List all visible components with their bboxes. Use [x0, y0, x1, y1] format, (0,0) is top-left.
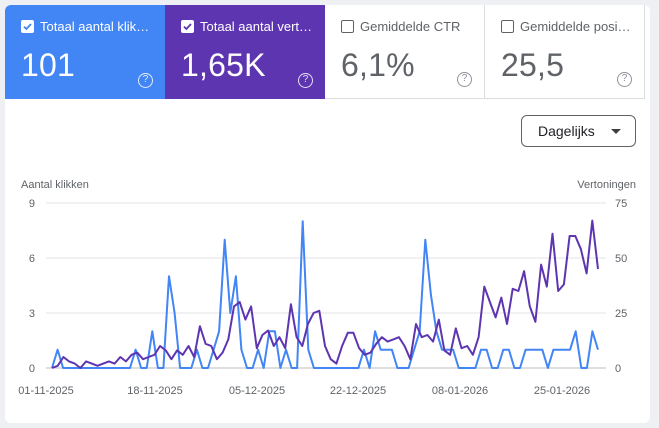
- x-tick-label: 22-12-2025: [330, 385, 386, 397]
- help-icon[interactable]: ?: [617, 72, 632, 87]
- y-left-tick-label: 3: [29, 308, 35, 320]
- metric-card-clicks[interactable]: Totaal aantal klik… 101 ?: [5, 5, 165, 99]
- metric-cards: Totaal aantal klik… 101 ? Totaal aantal …: [5, 5, 645, 99]
- metric-value: 6,1%: [341, 47, 415, 83]
- clicks-series-line: [51, 220, 599, 369]
- checkbox-checked-icon[interactable]: [181, 20, 194, 33]
- y-left-tick-label: 9: [29, 198, 35, 210]
- y-right-axis-title: Vertoningen: [577, 179, 636, 191]
- x-tick-label: 25-01-2026: [534, 385, 590, 397]
- checkbox-checked-icon[interactable]: [21, 20, 34, 33]
- y-left-tick-label: 6: [29, 253, 35, 265]
- caret-down-icon: [611, 129, 621, 134]
- performance-panel: Totaal aantal klik… 101 ? Totaal aantal …: [5, 5, 650, 423]
- metric-card-impressions[interactable]: Totaal aantal vert… 1,65K ?: [165, 5, 325, 99]
- x-tick-label: 18-11-2025: [127, 385, 182, 397]
- help-icon[interactable]: ?: [138, 73, 153, 88]
- y-right-tick-label: 0: [615, 363, 621, 375]
- help-icon[interactable]: ?: [457, 72, 472, 87]
- granularity-selected: Dagelijks: [538, 123, 595, 139]
- metric-card-header: Totaal aantal klik…: [21, 19, 159, 34]
- metric-value: 101: [21, 47, 75, 83]
- performance-chart: 0 0 3 25 6 50 9 75 01-11-2025 18-11-2025 05-12-202…: [18, 198, 627, 397]
- metric-card-header: Gemiddelde posi…: [501, 19, 639, 34]
- metric-card-position[interactable]: Gemiddelde posi… 25,5 ?: [485, 5, 645, 99]
- x-tick-label: 08-01-2026: [432, 385, 488, 397]
- granularity-dropdown[interactable]: Dagelijks: [521, 115, 636, 147]
- metric-value: 1,65K: [181, 47, 266, 83]
- metric-value: 25,5: [501, 47, 565, 83]
- checkbox-unchecked-icon[interactable]: [501, 20, 514, 33]
- x-tick-label: 05-12-2025: [229, 385, 285, 397]
- x-tick-label: 01-11-2025: [18, 385, 73, 397]
- y-left-tick-label: 0: [29, 363, 35, 375]
- metric-card-ctr[interactable]: Gemiddelde CTR 6,1% ?: [325, 5, 485, 99]
- help-icon[interactable]: ?: [298, 73, 313, 88]
- y-right-tick-label: 25: [615, 308, 627, 320]
- y-left-axis-title: Aantal klikken: [21, 179, 89, 191]
- metric-card-header: Totaal aantal vert…: [181, 19, 319, 34]
- metric-card-header: Gemiddelde CTR: [341, 19, 479, 34]
- y-right-tick-label: 50: [615, 253, 627, 265]
- impressions-series-line: [51, 219, 599, 369]
- checkbox-unchecked-icon[interactable]: [341, 20, 354, 33]
- y-right-tick-label: 75: [615, 198, 627, 210]
